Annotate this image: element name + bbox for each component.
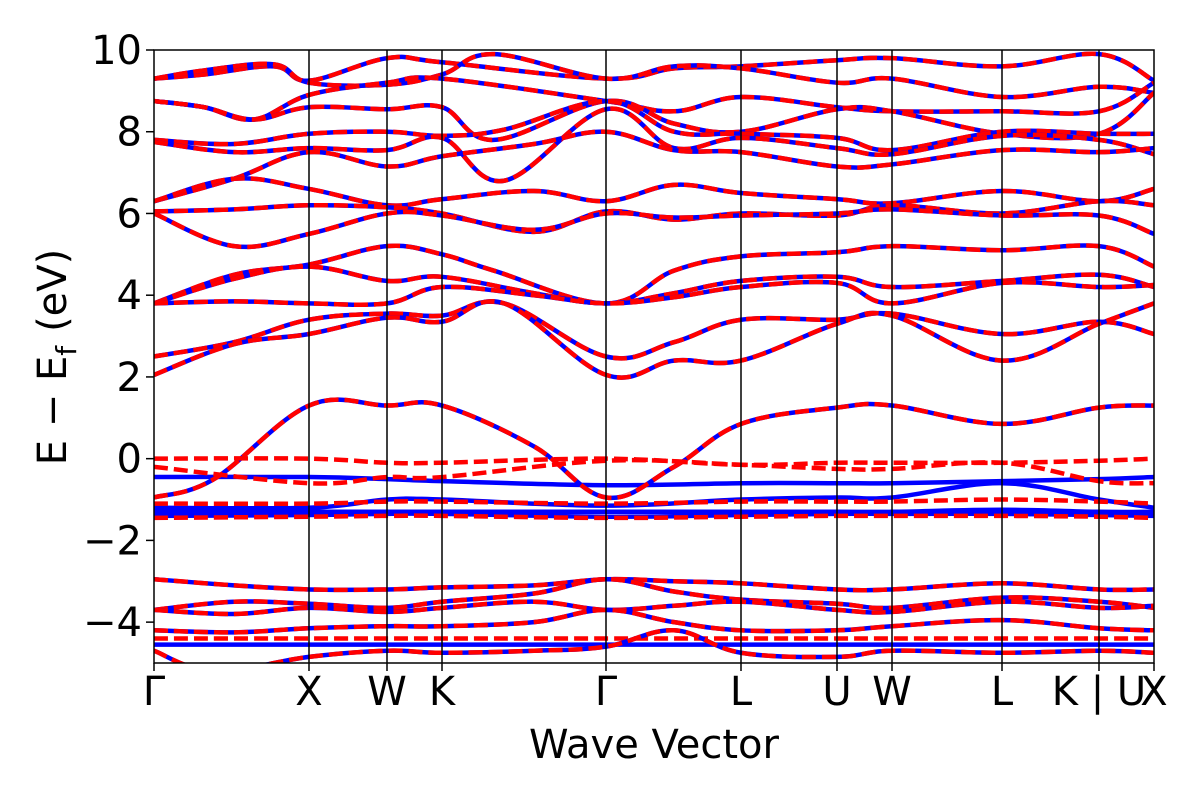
x-tick-label: L — [730, 669, 753, 715]
y-tick-label: 4 — [117, 273, 142, 319]
band-line-red-dashed — [154, 207, 1154, 250]
x-tick-label: W — [367, 669, 407, 715]
x-tick-label: U — [822, 669, 851, 715]
band-line-red-dashed — [154, 51, 1154, 100]
band-line-red-dashed — [154, 98, 1154, 153]
band-line-blue — [154, 474, 1154, 488]
y-tick-label: 0 — [117, 437, 142, 483]
y-tick-label: 10 — [91, 28, 142, 74]
high-symmetry-lines — [308, 50, 1100, 663]
x-tick-label: K | U — [1052, 669, 1146, 715]
band-line-red-dashed — [154, 176, 1154, 208]
y-tick-label: −4 — [83, 600, 142, 646]
x-tick-label: X — [1140, 669, 1167, 715]
y-axis-title-main: E − E — [30, 356, 76, 466]
y-axis-title-unit: (eV) — [30, 249, 76, 332]
band-line-red-dashed — [154, 497, 1154, 507]
band-line-red-dashed — [154, 299, 1154, 361]
band-line-red-dashed — [154, 264, 1154, 306]
y-axis-title: E − Ef (eV) — [30, 249, 83, 466]
plot-frame — [153, 49, 1155, 664]
band-line-red-dashed — [154, 628, 1154, 663]
band-line-red-dashed — [154, 75, 1154, 122]
y-tick-label: 6 — [117, 191, 142, 237]
x-tick-label: Γ — [143, 669, 166, 715]
band-line-red-dashed — [154, 576, 1154, 593]
bands-layer — [154, 51, 1154, 663]
band-line-red-dashed — [154, 607, 1154, 635]
x-tick-label: W — [872, 669, 912, 715]
y-tick-label: −2 — [83, 518, 142, 564]
x-tick-label: L — [991, 669, 1014, 715]
y-axis-title-subscript: f — [50, 345, 83, 356]
band-line-blue — [154, 507, 1154, 515]
y-axis-ticks: 10 8 6 4 2 0 −2 −4 — [83, 28, 154, 646]
x-tick-label: X — [295, 669, 322, 715]
band-line-red-dashed — [154, 457, 1154, 486]
y-tick-label: 8 — [117, 110, 142, 156]
band-line-red-dashed — [154, 243, 1154, 306]
y-tick-label: 2 — [117, 355, 142, 401]
x-axis-title: Wave Vector — [529, 722, 780, 768]
band-line-red-dashed — [154, 513, 1154, 521]
x-tick-label: Γ — [595, 669, 618, 715]
band-line-red-dashed — [154, 599, 1154, 617]
band-line-red-dashed — [154, 576, 1154, 613]
band-line-red-dashed — [154, 299, 1154, 380]
band-line-red-dashed — [154, 106, 1154, 184]
band-line-red-dashed — [154, 279, 1154, 308]
x-tick-label: K — [429, 669, 457, 715]
